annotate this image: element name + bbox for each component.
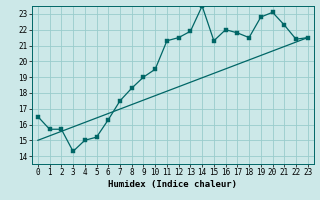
X-axis label: Humidex (Indice chaleur): Humidex (Indice chaleur) (108, 180, 237, 189)
